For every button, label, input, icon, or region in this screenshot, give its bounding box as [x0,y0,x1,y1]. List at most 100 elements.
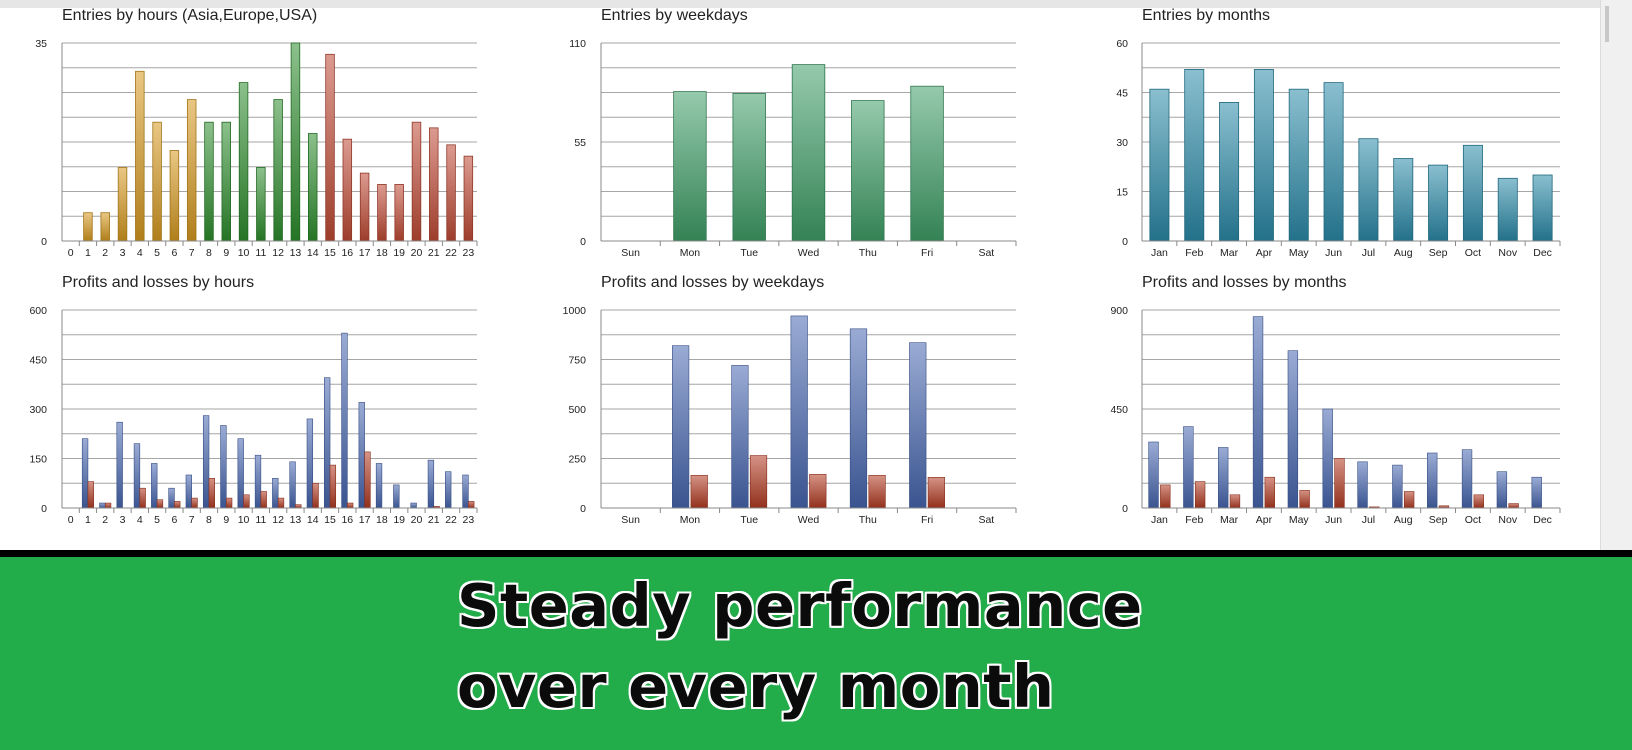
x-tick-label: 18 [376,514,388,526]
profit-bar [1148,441,1159,509]
bar [1497,177,1518,242]
x-tick-label: Fri [921,247,933,259]
loss-bar [347,502,354,509]
x-tick-label: 12 [272,247,284,259]
x-tick-label: 16 [341,514,353,526]
x-tick-label: 10 [238,514,250,526]
x-tick-label: 9 [223,514,229,526]
loss-bar [868,475,886,509]
profit-bar [1218,447,1229,509]
x-tick-label: 14 [307,247,319,259]
bar [429,127,439,242]
x-tick-label: 7 [189,514,195,526]
loss-bar [1194,481,1206,509]
top-strip [0,0,1632,8]
x-tick-label: 3 [120,514,126,526]
x-tick-label: 17 [359,514,371,526]
bar [117,167,128,242]
x-tick-label: Mon [680,247,701,259]
x-tick-label: Thu [859,247,877,259]
bar [732,93,766,242]
bar [1184,69,1205,242]
profit-bar [133,443,141,509]
profit-bar [358,402,365,509]
x-tick-label: 5 [154,514,160,526]
loss-bar [174,501,181,509]
y-tick-label: 300 [29,404,47,416]
bar [394,184,404,242]
y-tick-label: 0 [1122,236,1128,248]
bar [1288,88,1309,242]
profit-bar [790,315,808,509]
bar [359,172,370,242]
profit-bar [306,418,314,509]
bar [135,70,145,242]
x-tick-label: 14 [307,514,319,526]
scrollbar-thumb[interactable] [1605,6,1609,42]
x-tick-label: Feb [1185,514,1203,526]
x-tick-label: 21 [428,247,440,259]
bar [411,121,422,242]
bar [238,82,249,242]
chart-entries-weekdays: Entries by weekdays 0 55 110 Sun Mon Tue Wed Thu… [569,7,1017,259]
loss-bar [749,455,768,509]
chart-pl-hours: Profits and losses by hours0150300450600… [29,274,478,526]
x-tick-label: 11 [255,247,266,259]
profit-bar [1496,471,1508,509]
y-tick-label: 55 [574,137,586,149]
x-tick-label: Dec [1533,247,1552,259]
loss-bar [1229,494,1241,509]
bar [204,121,214,242]
x-tick-label: 7 [189,247,195,259]
chart-title: Entries by weekdays [601,7,748,24]
profit-bar [1287,350,1299,509]
chart-title: Profits and losses by weekdays [601,274,824,291]
x-tick-label: 21 [428,514,440,526]
x-tick-label: Sun [621,514,640,526]
chart-pl-weekdays: Profits and losses by weekdays 0 250 500 750… [563,274,1017,526]
x-tick-label: 19 [393,247,405,259]
loss-bar [312,482,319,509]
x-tick-label: Sep [1429,247,1448,259]
y-tick-label: 750 [568,355,586,367]
y-tick-label: 0 [1122,503,1128,515]
loss-bar [225,497,233,509]
x-tick-label: Mar [1220,514,1239,526]
profit-bar [116,421,123,509]
bar [83,212,93,242]
chart-pl-months: Profits and losses by months 0 450 900 Jan Fe… [1110,274,1561,526]
loss-bar [277,497,285,509]
loss-bar [1473,494,1484,509]
x-tick-label: Jul [1362,514,1375,526]
loss-bar [1264,476,1275,509]
y-tick-label: 900 [1110,305,1128,317]
profit-bar [731,365,749,509]
loss-bar [329,464,337,509]
x-tick-label: Fri [921,514,933,526]
bar [1393,158,1414,242]
loss-bar [104,502,112,509]
x-tick-label: Aug [1394,247,1413,259]
loss-bar [260,491,267,509]
x-tick-label: Nov [1498,514,1517,526]
bar [673,91,707,242]
bar [1219,102,1240,242]
profit-bar [220,425,227,509]
bar [100,212,110,242]
x-tick-label: 19 [393,514,405,526]
x-tick-label: Thu [859,514,877,526]
chart-title: Entries by months [1142,7,1270,24]
x-tick-label: 1 [85,514,91,526]
profit-bar [1427,452,1438,509]
bar [377,184,387,242]
loss-bar [208,477,215,509]
profit-bar [410,502,417,509]
bar [1323,82,1344,242]
bar [290,42,301,242]
profit-bar [289,461,296,509]
x-tick-label: 8 [206,247,212,259]
vertical-scrollbar[interactable] [1600,0,1632,556]
x-tick-label: Apr [1256,247,1273,259]
